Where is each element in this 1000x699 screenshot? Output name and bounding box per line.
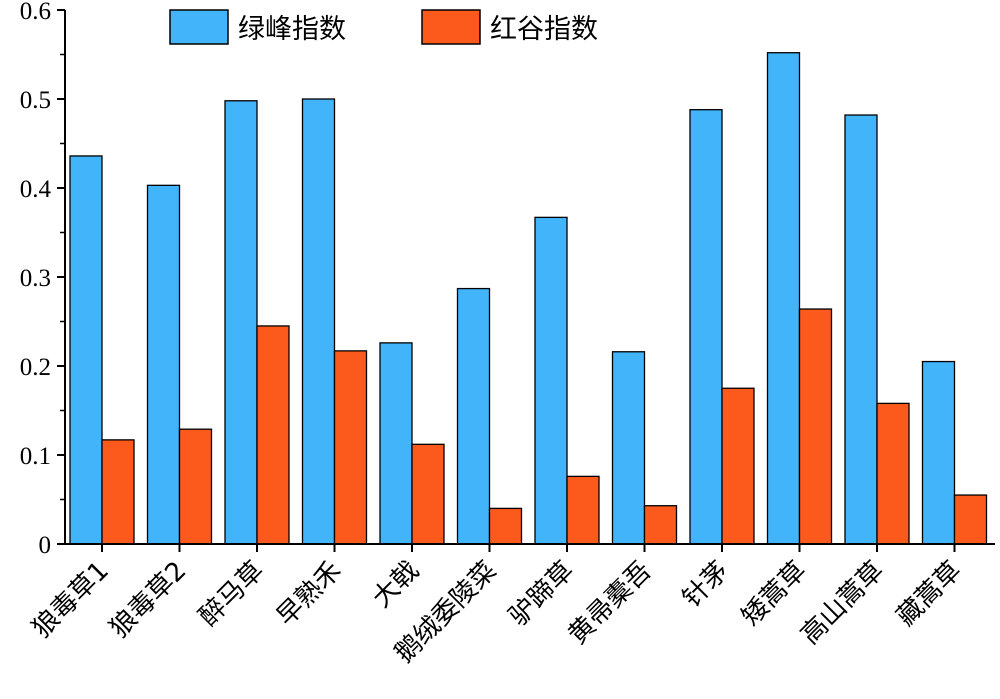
- legend-label-series-1: 红谷指数: [490, 14, 598, 45]
- bars-layer: [69, 52, 988, 545]
- bar-series-0-12: [921, 360, 956, 545]
- x-tick-label-1: 狼毒草1: [27, 556, 115, 644]
- bar-series-1-7: [566, 475, 600, 545]
- y-tick-label-5: 0.5: [20, 87, 51, 114]
- y-tick-label-6: 0.6: [20, 0, 51, 25]
- y-ticks-layer: 0 0.1 0.2 0.3 0.4 0.5 0.6: [20, 0, 65, 559]
- y-tick-label-1: 0.1: [20, 443, 51, 470]
- bar-series-1-11: [876, 402, 910, 545]
- bar-series-0-8: [611, 351, 646, 545]
- x-tick-label-7: 驴蹄草: [504, 556, 580, 632]
- bar-series-1-1: [101, 439, 135, 545]
- bar-series-1-4: [333, 350, 368, 545]
- y-tick-label-3: 0.3: [20, 265, 51, 292]
- bar-series-1-10: [798, 308, 833, 545]
- x-tick-label-5: 大戟: [367, 556, 425, 614]
- bar-series-0-9: [689, 109, 723, 545]
- bar-series-1-12: [953, 494, 988, 545]
- y-tick-label-4: 0.4: [20, 176, 52, 203]
- bar-series-1-3: [256, 325, 290, 545]
- bar-series-1-8: [643, 505, 678, 545]
- bar-series-1-2: [178, 428, 213, 545]
- x-tick-label-2: 狼毒草2: [104, 556, 192, 644]
- y-tick-label-2: 0.2: [20, 354, 51, 381]
- x-tick-label-9: 针茅: [677, 556, 735, 614]
- bar-series-0-11: [844, 114, 878, 545]
- legend-swatch-series-1: [421, 9, 481, 45]
- x-tick-label-10: 矮蒿草: [736, 556, 812, 632]
- y-tick-label-0: 0: [39, 532, 52, 559]
- bar-series-0-1: [69, 155, 103, 545]
- bar-series-0-10: [766, 52, 801, 545]
- bar-series-1-9: [721, 387, 755, 545]
- legend-label-series-0: 绿峰指数: [238, 14, 346, 45]
- x-tick-label-4: 早熟禾: [271, 556, 347, 632]
- bar-series-0-7: [534, 216, 568, 545]
- x-tick-label-12: 藏蒿草: [891, 556, 967, 632]
- legend-swatch-series-0: [169, 9, 229, 45]
- bar-series-0-2: [146, 184, 181, 545]
- bar-series-0-3: [224, 100, 258, 545]
- x-tick-label-8: 黄帚橐吾: [563, 556, 658, 651]
- bar-series-0-4: [301, 98, 336, 545]
- x-tick-label-3: 醉马草: [194, 556, 270, 632]
- bar-series-0-5: [379, 342, 413, 545]
- bar-series-1-5: [411, 443, 445, 545]
- legend: 绿峰指数 红谷指数: [169, 9, 598, 45]
- bar-series-1-6: [488, 507, 523, 545]
- bar-series-0-6: [456, 287, 491, 545]
- x-tick-label-11: 高山蒿草: [795, 556, 890, 651]
